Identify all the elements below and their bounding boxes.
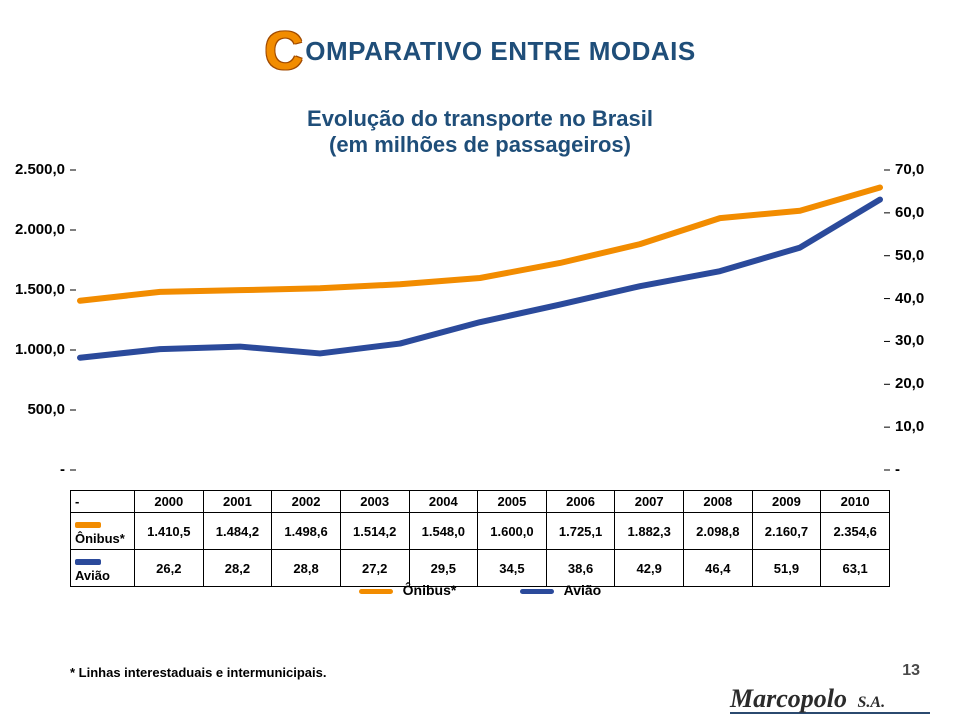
table-cell: 2007 [615,491,684,513]
subtitle-line-2: (em milhões de passageiros) [0,132,960,158]
table-cell: 42,9 [615,550,684,587]
left-axis-tick: 500,0 [10,401,65,418]
table-cell: 2003 [340,491,409,513]
table-cell: 34,5 [478,550,547,587]
table-cell: 2010 [821,491,890,513]
table-cell: 26,2 [135,550,204,587]
legend-swatch-aviao [520,589,554,594]
table-cell: Avião [71,550,135,587]
table-cell: 1.484,2 [203,513,272,550]
table-cell: 2006 [546,491,615,513]
table-cell: 1.514,2 [340,513,409,550]
table-cell: 2000 [135,491,204,513]
subtitle-line-1: Evolução do transporte no Brasil [0,106,960,132]
table-cell: 2.098,8 [684,513,753,550]
logo-text: Marcopolo [730,684,847,713]
table-cell: 2001 [203,491,272,513]
left-axis-tick: 1.500,0 [10,281,65,298]
line-chart [70,160,890,480]
table-cell: 2008 [684,491,753,513]
table-cell: 2004 [409,491,478,513]
right-axis-tick: 70,0 [895,161,945,178]
logo-suffix: S.A. [858,694,886,711]
legend-item-aviao: Avião [520,582,601,598]
slide: C OMPARATIVO ENTRE MODAIS Evolução do tr… [0,0,960,720]
left-axis-tick: 2.000,0 [10,221,65,238]
table-cell: 2005 [478,491,547,513]
title-row: C OMPARATIVO ENTRE MODAIS [0,0,960,82]
left-axis-tick: - [10,461,65,478]
table-cell: 46,4 [684,550,753,587]
legend-label-onibus: Ônibus* [403,582,457,598]
table-row: Avião26,228,228,827,229,534,538,642,946,… [71,550,890,587]
right-axis-tick: - [895,461,945,478]
left-axis-tick: 1.000,0 [10,341,65,358]
footnote: * Linhas interestaduais e intermunicipai… [70,665,326,680]
table-cell: 63,1 [821,550,890,587]
right-axis-tick: 50,0 [895,247,945,264]
left-axis-tick: 2.500,0 [10,161,65,178]
table-cell: 1.725,1 [546,513,615,550]
table-cell: 2.160,7 [752,513,821,550]
table-cell: 51,9 [752,550,821,587]
table-cell: 2.354,6 [821,513,890,550]
title-dropcap: C [264,20,303,82]
page-number: 13 [902,662,920,680]
table-cell: 2002 [272,491,341,513]
page-title: OMPARATIVO ENTRE MODAIS [305,36,695,67]
table-cell: 2009 [752,491,821,513]
table-cell: - [71,491,135,513]
table-cell: 1.498,6 [272,513,341,550]
right-axis-tick: 20,0 [895,375,945,392]
right-axis-tick: 60,0 [895,204,945,221]
chart-area: -500,01.000,01.500,02.000,02.500,0-10,02… [70,160,890,480]
table-cell: 1.548,0 [409,513,478,550]
legend-label-aviao: Avião [564,582,602,598]
table-cell: 29,5 [409,550,478,587]
table-cell: 28,8 [272,550,341,587]
brand-logo: Marcopolo S.A. [730,684,930,714]
legend: Ônibus* Avião [0,582,960,598]
table-row: -200020012002200320042005200620072008200… [71,491,890,513]
table-cell: 28,2 [203,550,272,587]
data-table: -200020012002200320042005200620072008200… [70,490,890,587]
table-cell: Ônibus* [71,513,135,550]
legend-item-onibus: Ônibus* [359,582,457,598]
subtitle: Evolução do transporte no Brasil (em mil… [0,106,960,158]
table-cell: 38,6 [546,550,615,587]
right-axis-tick: 10,0 [895,418,945,435]
table-cell: 27,2 [340,550,409,587]
legend-swatch-onibus [359,589,393,594]
table-cell: 1.882,3 [615,513,684,550]
right-axis-tick: 30,0 [895,332,945,349]
table-row: Ônibus*1.410,51.484,21.498,61.514,21.548… [71,513,890,550]
table-cell: 1.410,5 [135,513,204,550]
table-cell: 1.600,0 [478,513,547,550]
right-axis-tick: 40,0 [895,290,945,307]
